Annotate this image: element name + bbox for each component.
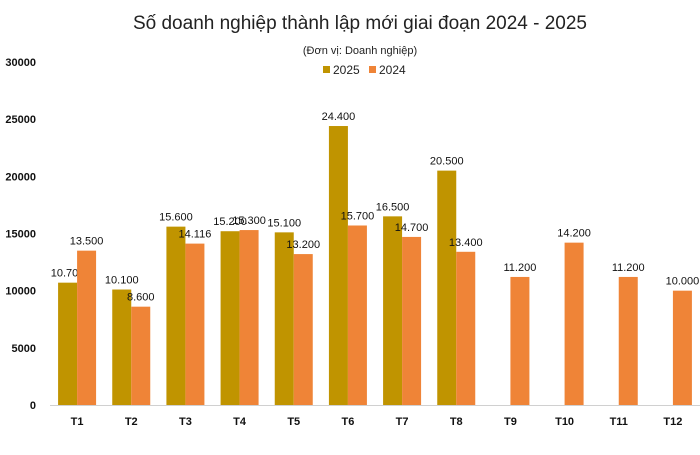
y-tick-label: 5000 <box>12 343 36 355</box>
data-label-2024-T8: 13.400 <box>449 237 483 249</box>
bar-2024-T1 <box>77 250 97 405</box>
data-label-2025-T6: 24.400 <box>322 111 356 123</box>
bar-2024-T5 <box>293 254 313 405</box>
bar-2024-T9 <box>510 276 530 405</box>
data-label-2024-T5: 13.200 <box>286 239 320 251</box>
bar-2024-T3 <box>185 243 205 405</box>
y-tick-label: 10000 <box>5 286 36 298</box>
bar-2024-T7 <box>402 236 422 405</box>
bar-2024-T11 <box>618 276 638 405</box>
x-tick-label-T7: T7 <box>396 416 409 428</box>
x-tick-label-T2: T2 <box>125 416 138 428</box>
legend-swatch-2025 <box>323 66 330 73</box>
data-label-2024-T3: 14.116 <box>179 229 212 241</box>
bar-2025-T2 <box>112 289 132 405</box>
bar-2025-T3 <box>166 226 186 405</box>
data-label-2025-T2: 10.100 <box>105 275 139 287</box>
bars-group: 10.700 13.500 10.100 8.600 15.600 14.11615.20… <box>51 111 699 405</box>
bar-2025-T6 <box>328 126 348 405</box>
data-label-2024-T2: 8.600 <box>127 292 155 304</box>
y-tick-label: 15000 <box>5 229 36 241</box>
x-tick-label-T10: T10 <box>555 416 574 428</box>
bar-2025-T4 <box>220 231 240 405</box>
data-label-2024-T1: 13.500 <box>70 236 104 248</box>
x-axis: T1 T2 T3 T4 T5 T6 T7 T8 T9 T10 T11 T12 <box>50 405 700 428</box>
x-tick-label-T8: T8 <box>450 416 463 428</box>
legend: 2025 2024 <box>323 63 406 77</box>
x-tick-label-T12: T12 <box>663 416 682 428</box>
y-tick-label: 30000 <box>5 57 36 69</box>
bar-2025-T5 <box>274 232 294 405</box>
data-label-2025-T8: 20.500 <box>430 156 464 168</box>
bar-2024-T6 <box>347 225 367 405</box>
bar-2025-T8 <box>437 170 457 405</box>
bar-2024-T12 <box>672 290 692 405</box>
chart-subtitle: (Đơn vị: Doanh nghiệp) <box>303 45 417 57</box>
data-label-2024-T11: 11.200 <box>612 262 645 274</box>
y-tick-label: 0 <box>30 400 36 412</box>
bar-2025-T1 <box>58 282 78 405</box>
chart-title: Số doanh nghiệp thành lập mới giai đoạn … <box>133 13 587 34</box>
data-label-2025-T3: 15.600 <box>159 212 193 224</box>
legend-label-2025: 2025 <box>333 63 360 77</box>
data-label-2024-T4: 15.300 <box>232 215 266 227</box>
y-axis: 0 5000 10000 15000 20000 25000 30000 <box>5 57 36 412</box>
bar-2024-T8 <box>456 251 476 405</box>
data-label-2024-T10: 14.200 <box>557 228 591 240</box>
x-tick-label-T6: T6 <box>341 416 354 428</box>
y-tick-label: 20000 <box>5 171 36 183</box>
legend-swatch-2024 <box>369 66 376 73</box>
y-tick-label: 25000 <box>5 114 36 126</box>
data-label-2024-T12: 10.000 <box>666 276 700 288</box>
data-label-2024-T9: 11.200 <box>504 262 537 274</box>
data-label-2025-T5: 15.100 <box>267 217 301 229</box>
data-label-2024-T6: 15.700 <box>341 210 375 222</box>
x-tick-label-T4: T4 <box>233 416 247 428</box>
x-tick-label-T11: T11 <box>610 416 628 428</box>
bar-2025-T7 <box>383 216 403 405</box>
x-tick-label-T9: T9 <box>504 416 517 428</box>
x-tick-label-T5: T5 <box>287 416 300 428</box>
data-label-2024-T7: 14.700 <box>395 222 429 234</box>
data-label-2025-T4: 15.200 <box>213 216 247 228</box>
bar-2024-T2 <box>131 306 151 405</box>
data-label-2025-T7: 16.500 <box>376 201 410 213</box>
bar-2024-T4 <box>239 230 259 405</box>
x-tick-label-T3: T3 <box>179 416 192 428</box>
data-label-2025-T1: 10.700 <box>51 268 85 280</box>
legend-label-2024: 2024 <box>379 63 406 77</box>
x-tick-label-T1: T1 <box>71 416 84 428</box>
bar-2024-T10 <box>564 242 584 405</box>
